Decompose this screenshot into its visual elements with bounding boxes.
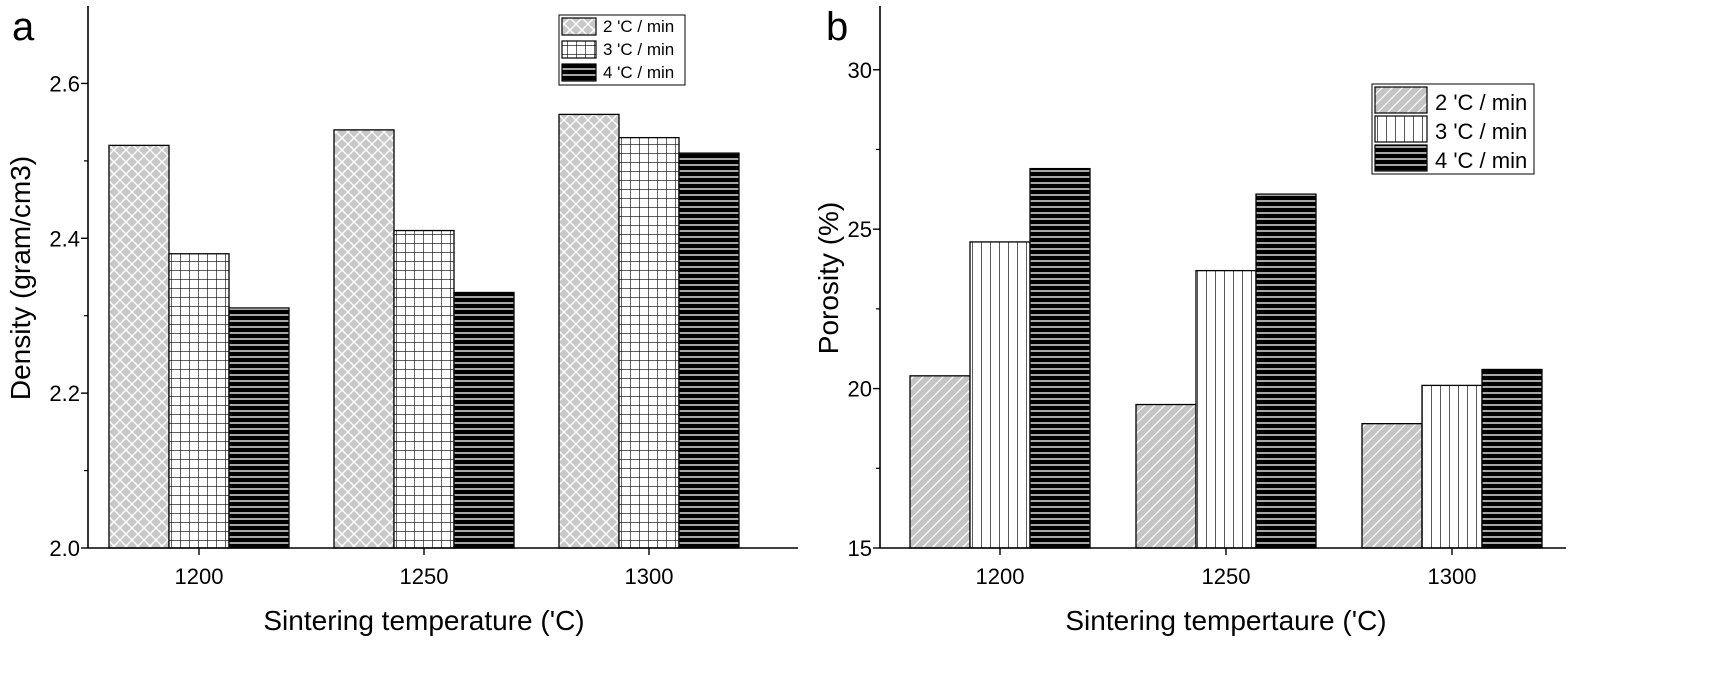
legend-label: 4 'C / min bbox=[1435, 148, 1527, 173]
y-tick-label: 30 bbox=[848, 58, 872, 83]
x-tick-label: 1250 bbox=[400, 564, 449, 589]
bar-1250-series-2 bbox=[1195, 269, 1257, 549]
y-tick-label: 2.0 bbox=[49, 536, 80, 561]
bar-1300-series-1 bbox=[558, 113, 620, 549]
panel-label-b: b bbox=[826, 5, 848, 49]
bar-1200-series-3 bbox=[228, 307, 290, 549]
x-tick-label: 1200 bbox=[175, 564, 224, 589]
bar-1200-series-3 bbox=[1029, 167, 1091, 549]
y-axis-title: Porosity (%) bbox=[813, 202, 844, 354]
x-axis-title: Sintering temperature ('C) bbox=[263, 605, 584, 636]
bar-1250-series-3 bbox=[1255, 193, 1317, 549]
legend-label: 4 'C / min bbox=[603, 63, 674, 82]
legend-swatch bbox=[1374, 144, 1428, 172]
bar-1200-series-1 bbox=[909, 375, 971, 549]
x-tick-label: 1250 bbox=[1202, 564, 1251, 589]
bar-1250-series-2 bbox=[393, 229, 455, 549]
bar-1250-series-3 bbox=[453, 291, 515, 549]
y-tick-label: 25 bbox=[848, 217, 872, 242]
y-tick-label: 2.2 bbox=[49, 381, 80, 406]
legend-swatch bbox=[561, 63, 597, 82]
bar-1300-series-2 bbox=[618, 136, 680, 549]
bar-1250-series-1 bbox=[1135, 403, 1197, 549]
bar-1300-series-2 bbox=[1421, 384, 1483, 549]
legend-swatch bbox=[1374, 115, 1428, 143]
y-tick-label: 2.4 bbox=[49, 226, 80, 251]
bar-1200-series-1 bbox=[108, 144, 170, 549]
x-axis-title: Sintering tempertaure ('C) bbox=[1065, 605, 1386, 636]
x-tick-label: 1300 bbox=[625, 564, 674, 589]
x-tick-label: 1300 bbox=[1428, 564, 1477, 589]
bar-1250-series-1 bbox=[333, 129, 395, 549]
legend-swatch bbox=[561, 17, 597, 36]
legend-label: 3 'C / min bbox=[1435, 119, 1527, 144]
bar-1200-series-2 bbox=[969, 241, 1031, 549]
bar-1200-series-2 bbox=[168, 253, 230, 549]
density-chart-panel: 2.0 2.2 2.4 2.6 1200 1250 1300 2 'C / min 3 'C … bbox=[5, 5, 798, 636]
legend-swatch bbox=[561, 40, 597, 59]
y-tick-label: 15 bbox=[848, 536, 872, 561]
y-axis-title: Density (gram/cm3) bbox=[5, 156, 36, 400]
legend-swatch bbox=[1374, 86, 1428, 114]
y-tick-label: 2.6 bbox=[49, 71, 80, 96]
bar-1300-series-3 bbox=[678, 152, 740, 549]
y-tick-label: 20 bbox=[848, 377, 872, 402]
legend-label: 3 'C / min bbox=[603, 40, 674, 59]
bar-1300-series-1 bbox=[1361, 423, 1423, 549]
legend-label: 2 'C / min bbox=[603, 17, 674, 36]
porosity-chart-panel: 15 20 25 30 1200 1250 1300 2 'C / min 3 'C / mi… bbox=[813, 5, 1566, 636]
x-tick-label: 1200 bbox=[976, 564, 1025, 589]
panel-label-a: a bbox=[12, 5, 35, 49]
bar-1300-series-3 bbox=[1481, 368, 1543, 549]
legend-label: 2 'C / min bbox=[1435, 90, 1527, 115]
